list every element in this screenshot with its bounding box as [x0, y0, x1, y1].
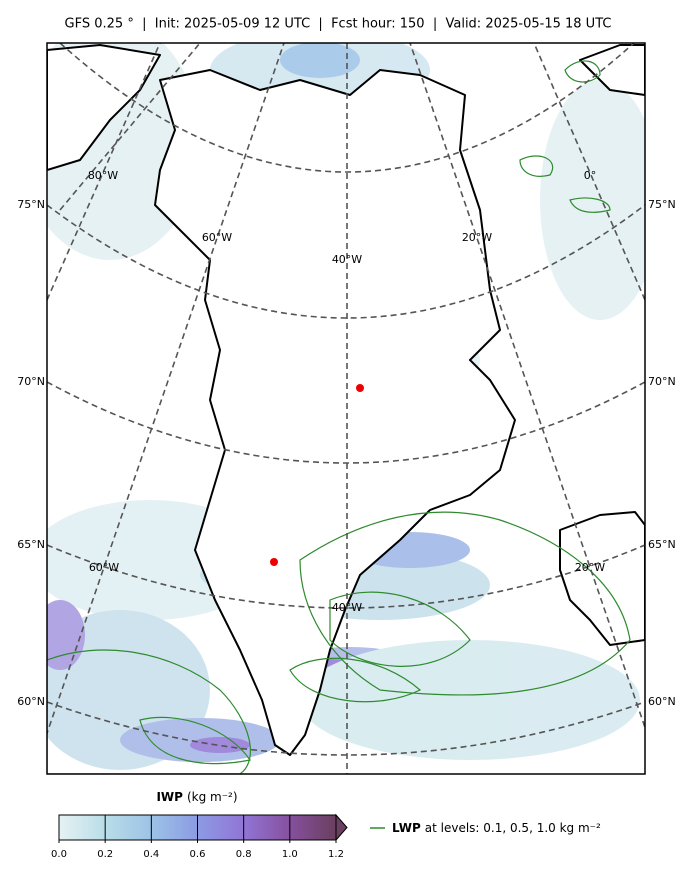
graticule: [47, 43, 645, 774]
colorbar-tick-label: 0.0: [51, 849, 67, 860]
lon-label: 20°W: [575, 561, 605, 574]
lat-label: 70°N: [648, 375, 676, 388]
colorbar-title: IWP (kg m⁻²): [156, 790, 237, 804]
colorbar: 0.0 0.2 0.4 0.6 0.8 1.0 1.2: [51, 813, 348, 860]
site-marker: [356, 384, 364, 392]
colorbar-unit: (kg m⁻²): [187, 790, 238, 804]
lat-label: 75°N: [17, 198, 45, 211]
colorbar-extend: [335, 813, 348, 842]
lon-label: 40°W: [332, 601, 362, 614]
lon-labels: 80°W 60°W 40°W 20°W 0° 60°W 40°W 20°W: [88, 169, 605, 614]
title: GFS 0.25 ° | Init: 2025-05-09 12 UTC | F…: [65, 17, 612, 32]
lon-label: 40°W: [332, 253, 362, 266]
colorbar-tick-label: 0.4: [143, 849, 159, 860]
legend-label: at levels: 0.1, 0.5, 1.0 kg m⁻²: [425, 821, 601, 835]
map-frame: [46, 42, 646, 775]
legend-name: LWP: [392, 821, 421, 835]
colorbar-tick-label: 1.0: [282, 849, 298, 860]
lon-label: 60°W: [89, 561, 119, 574]
site-marker: [270, 558, 278, 566]
colorbar-tick-label: 0.6: [190, 849, 206, 860]
colorbar-tick-label: 1.2: [328, 849, 344, 860]
lat-label: 65°N: [17, 538, 45, 551]
lat-label: 60°N: [17, 695, 45, 708]
lon-label: 80°W: [88, 169, 118, 182]
colorbar-name: IWP: [156, 790, 183, 804]
lwp-contours: [47, 60, 631, 774]
lon-label: 20°W: [462, 231, 492, 244]
legend-text: LWP at levels: 0.1, 0.5, 1.0 kg m⁻²: [392, 821, 601, 835]
land: [47, 44, 645, 756]
lon-label: 60°W: [202, 231, 232, 244]
map: 80°W 60°W 40°W 20°W 0° 60°W 40°W 20°W: [47, 43, 645, 774]
lat-label: 70°N: [17, 375, 45, 388]
lon-label: 0°: [584, 169, 597, 182]
lat-label: 75°N: [648, 198, 676, 211]
lat-label: 65°N: [648, 538, 676, 551]
lat-labels: 75°N 70°N 65°N 60°N 75°N 70°N 65°N 60°N: [17, 198, 675, 708]
lat-label: 60°N: [648, 695, 676, 708]
colorbar-tick-label: 0.2: [97, 849, 113, 860]
colorbar-tick-label: 0.8: [236, 849, 252, 860]
